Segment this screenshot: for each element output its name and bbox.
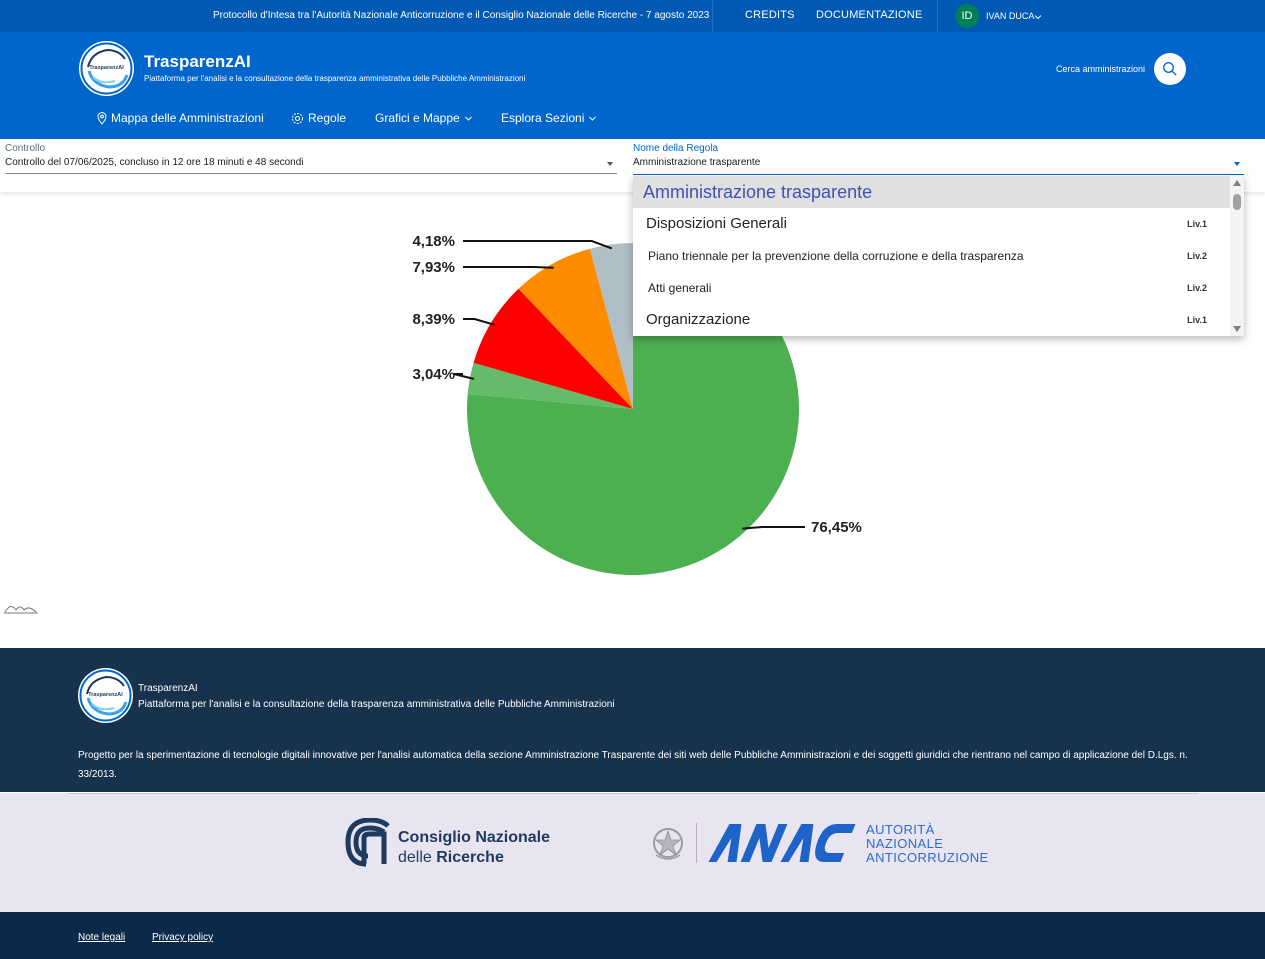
control-underline	[5, 173, 617, 174]
footer-tagline: Piattaforma per l'analisi e la consultaz…	[138, 699, 615, 710]
search-button[interactable]	[1154, 53, 1186, 85]
site-title[interactable]: TrasparenzAI	[144, 52, 251, 71]
pie-leader-line	[463, 266, 554, 269]
credits-link[interactable]: CREDITS	[745, 9, 795, 21]
pie-data-label: 3,04%	[412, 366, 455, 383]
nav-sections-label: Esplora Sezioni	[501, 111, 585, 125]
caret-down-icon[interactable]	[607, 162, 613, 166]
rule-underline	[633, 174, 1244, 175]
scroll-up-icon[interactable]	[1233, 180, 1241, 186]
cnr-name: Consiglio Nazionale	[398, 829, 551, 846]
pie-data-label: 76,45%	[811, 519, 862, 536]
search-icon	[1163, 62, 1177, 76]
footer-logo[interactable]: TrasparenzAI	[78, 668, 133, 723]
nav-map[interactable]: Mappa delle Amministrazioni	[97, 111, 264, 125]
nav-charts-label: Grafici e Mappe	[375, 111, 460, 125]
dropdown-option[interactable]: Disposizioni Generali Liv.1	[633, 208, 1233, 240]
dropdown-option-label: Atti generali	[648, 281, 712, 295]
scrollbar-thumb[interactable]	[1233, 194, 1241, 210]
cnr-name-part: Ricerche	[436, 849, 504, 866]
nav-sections[interactable]: Esplora Sezioni	[501, 111, 597, 125]
pie-data-label: 7,93%	[412, 259, 455, 276]
dropdown-option-label: Amministrazione trasparente	[643, 182, 873, 202]
anac-text: AUTORITÀ	[866, 822, 935, 837]
control-label: Controllo	[5, 143, 46, 154]
nav-map-label: Mappa delle Amministrazioni	[111, 111, 264, 125]
logo[interactable]: TrasparenzAI	[79, 41, 134, 96]
bottom-bar: Note legali Privacy policy	[0, 912, 1265, 959]
protocol-text: Protocollo d'Intesa tra l'Autorità Nazio…	[213, 10, 710, 21]
dropdown-scrollbar[interactable]	[1230, 176, 1244, 336]
footer-brand: TrasparenzAI	[138, 683, 198, 694]
chevron-down-icon	[464, 116, 472, 121]
pie-slice[interactable]	[473, 288, 633, 409]
chart-toolbar-icon[interactable]	[4, 601, 38, 615]
chevron-down-icon[interactable]	[1034, 13, 1042, 21]
header: TrasparenzAI TrasparenzAI Piattaforma pe…	[0, 32, 1265, 139]
pie-slice[interactable]	[518, 248, 633, 409]
pie-slice[interactable]	[589, 243, 633, 409]
divider	[712, 0, 713, 32]
scroll-down-icon[interactable]	[1233, 326, 1241, 332]
top-bar: Protocollo d'Intesa tra l'Autorità Nazio…	[0, 0, 1265, 32]
anac-text: ANTICORRUZIONE	[866, 850, 989, 865]
level-badge: Liv.1	[1187, 315, 1207, 325]
dropdown-option[interactable]: Atti generali Liv.2	[633, 272, 1233, 304]
chevron-down-icon	[589, 116, 597, 121]
pie-data-label: 4,18%	[412, 233, 455, 250]
gear-icon	[292, 112, 303, 124]
control-select[interactable]: Controllo del 07/06/2025, concluso in 12…	[5, 157, 304, 168]
divider	[68, 793, 1198, 794]
logo-text: TrasparenzAI	[89, 65, 124, 71]
pie-leader-line	[463, 318, 495, 326]
italian-emblem-icon	[653, 828, 683, 860]
caret-down-icon[interactable]	[1234, 162, 1240, 166]
logo-swirl-icon	[80, 42, 133, 95]
user-name[interactable]: IVAN DUCA	[986, 11, 1035, 21]
pie-leader-line	[463, 240, 613, 250]
rule-label: Nome della Regola	[633, 143, 719, 154]
anac-text: NAZIONALE	[866, 836, 944, 851]
pie-leader-line	[453, 373, 475, 380]
divider	[937, 0, 938, 32]
search-label[interactable]: Cerca amministrazioni	[1056, 64, 1146, 74]
logo-text: TrasparenzAI	[88, 692, 123, 698]
dropdown-option-label: Disposizioni Generali	[646, 215, 787, 232]
pie-data-label: 8,39%	[412, 311, 455, 328]
cnr-logo-icon[interactable]	[344, 818, 392, 868]
dropdown-option-label: Piano triennale per la prevenzione della…	[648, 249, 1024, 263]
pie-slice[interactable]	[467, 362, 633, 409]
site-tagline: Piattaforma per l'analisi e la consultaz…	[144, 74, 526, 83]
dropdown-option[interactable]: Piano triennale per la prevenzione della…	[633, 240, 1233, 272]
pie-leader-line	[742, 526, 805, 530]
logo-swirl-icon	[79, 669, 132, 722]
rule-dropdown-list[interactable]: Amministrazione trasparente Disposizioni…	[633, 176, 1244, 336]
privacy-policy-link[interactable]: Privacy policy	[152, 932, 214, 943]
dropdown-option[interactable]: Organizzazione Liv.1	[633, 304, 1233, 336]
level-badge: Liv.2	[1187, 251, 1207, 261]
divider	[696, 823, 697, 863]
partners-band	[0, 793, 1265, 912]
nav-charts[interactable]: Grafici e Mappe	[375, 111, 473, 125]
map-pin-icon	[97, 111, 107, 125]
footer: TrasparenzAI TrasparenzAI Piattaforma pe…	[0, 648, 1265, 792]
dropdown-option[interactable]: Amministrazione trasparente	[633, 176, 1233, 208]
nav-rules[interactable]: Regole	[291, 111, 346, 125]
cnr-name-line2: delle Ricerche	[398, 849, 504, 867]
anac-logo-icon[interactable]	[706, 822, 858, 864]
documentation-link[interactable]: DOCUMENTAZIONE	[816, 9, 923, 21]
cnr-name-part: delle	[398, 849, 437, 866]
nav-rules-label: Regole	[308, 111, 347, 125]
user-avatar[interactable]: ID	[955, 4, 979, 28]
legal-notes-link[interactable]: Note legali	[78, 932, 126, 943]
level-badge: Liv.2	[1187, 283, 1207, 293]
level-badge: Liv.1	[1187, 219, 1207, 229]
rule-select[interactable]: Amministrazione trasparente	[633, 157, 761, 168]
dropdown-option-label: Organizzazione	[646, 311, 751, 328]
footer-description: Progetto per la sperimentazione di tecno…	[78, 750, 1188, 780]
